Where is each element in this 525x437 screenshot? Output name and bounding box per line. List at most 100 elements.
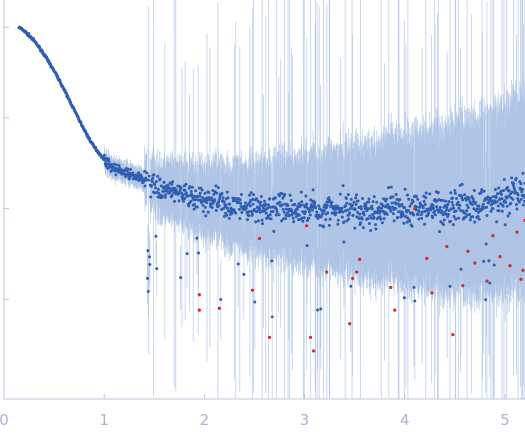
data-point: [380, 206, 384, 210]
data-point: [482, 189, 486, 193]
data-point: [361, 226, 365, 230]
data-point: [416, 212, 420, 216]
data-point: [454, 209, 458, 213]
data-point: [477, 217, 481, 221]
data-point: [325, 203, 329, 207]
data-point: [295, 207, 299, 211]
data-point: [369, 229, 373, 233]
data-point: [147, 255, 151, 259]
data-point: [198, 191, 202, 195]
outlier-point: [413, 206, 417, 211]
data-point: [304, 194, 308, 198]
data-point: [405, 220, 409, 224]
data-point: [220, 191, 224, 195]
data-point: [521, 171, 525, 175]
outlier-point: [508, 264, 512, 268]
data-point: [423, 202, 427, 206]
data-point: [379, 217, 383, 221]
x-tick-label-3: 3: [300, 411, 310, 429]
data-point: [520, 190, 524, 194]
data-point: [465, 203, 469, 207]
data-point: [374, 223, 378, 227]
data-point: [251, 202, 255, 206]
data-point: [345, 201, 349, 205]
outlier-point: [304, 224, 309, 228]
outlier-point: [250, 288, 255, 292]
data-point: [253, 300, 257, 304]
data-point: [500, 192, 504, 196]
data-point: [464, 198, 468, 202]
data-point: [433, 213, 437, 217]
data-point: [286, 211, 290, 215]
data-point: [500, 197, 504, 201]
data-point: [484, 242, 488, 246]
data-point: [353, 208, 357, 212]
data-point: [360, 217, 364, 221]
data-point: [336, 218, 340, 222]
data-point: [194, 189, 198, 193]
data-point: [190, 185, 194, 189]
data-point: [414, 195, 418, 199]
data-point: [288, 213, 292, 217]
data-point: [427, 211, 431, 215]
data-point: [419, 213, 423, 217]
data-point: [319, 307, 323, 311]
data-point: [481, 202, 485, 206]
data-point: [307, 216, 311, 220]
data-point: [154, 234, 158, 238]
data-point: [357, 216, 361, 220]
data-point: [476, 210, 480, 214]
data-point: [501, 204, 505, 208]
data-point: [244, 207, 248, 211]
data-point: [396, 215, 400, 219]
data-point: [173, 199, 177, 203]
data-point: [317, 204, 321, 208]
data-point: [154, 180, 158, 184]
data-point: [448, 284, 452, 288]
data-point: [213, 198, 217, 202]
data-point: [515, 207, 519, 211]
data-point: [466, 205, 470, 209]
data-point: [105, 162, 109, 166]
data-point: [472, 189, 476, 193]
data-point: [403, 206, 407, 210]
data-point: [472, 207, 476, 211]
data-point: [460, 182, 464, 186]
data-point: [302, 216, 306, 220]
data-point: [468, 218, 472, 222]
data-point: [407, 197, 411, 201]
data-point: [226, 196, 230, 200]
data-point: [455, 196, 459, 200]
data-point: [485, 197, 489, 201]
data-point: [508, 211, 512, 215]
data-point: [521, 188, 525, 192]
data-point: [346, 193, 350, 197]
data-point: [325, 206, 329, 210]
data-point: [502, 189, 506, 193]
data-point: [400, 203, 404, 207]
data-point: [423, 222, 427, 226]
data-point: [267, 203, 271, 207]
data-point: [448, 219, 452, 223]
data-point: [372, 195, 376, 199]
data-point: [467, 196, 471, 200]
data-point: [450, 200, 454, 204]
data-point: [356, 210, 360, 214]
data-point: [185, 252, 189, 256]
outlier-point: [519, 277, 523, 281]
data-point: [352, 200, 356, 204]
data-point: [421, 206, 425, 210]
data-point: [328, 217, 332, 221]
x-tick-label-2: 2: [200, 411, 210, 429]
data-point: [499, 189, 503, 193]
data-point: [249, 191, 253, 195]
data-point: [254, 220, 258, 224]
data-point: [416, 197, 420, 201]
outlier-point: [515, 230, 519, 234]
data-point: [477, 204, 481, 208]
data-point: [475, 207, 479, 211]
data-point: [266, 206, 270, 210]
data-point: [323, 203, 327, 207]
data-point: [150, 180, 154, 184]
data-point: [463, 211, 467, 215]
